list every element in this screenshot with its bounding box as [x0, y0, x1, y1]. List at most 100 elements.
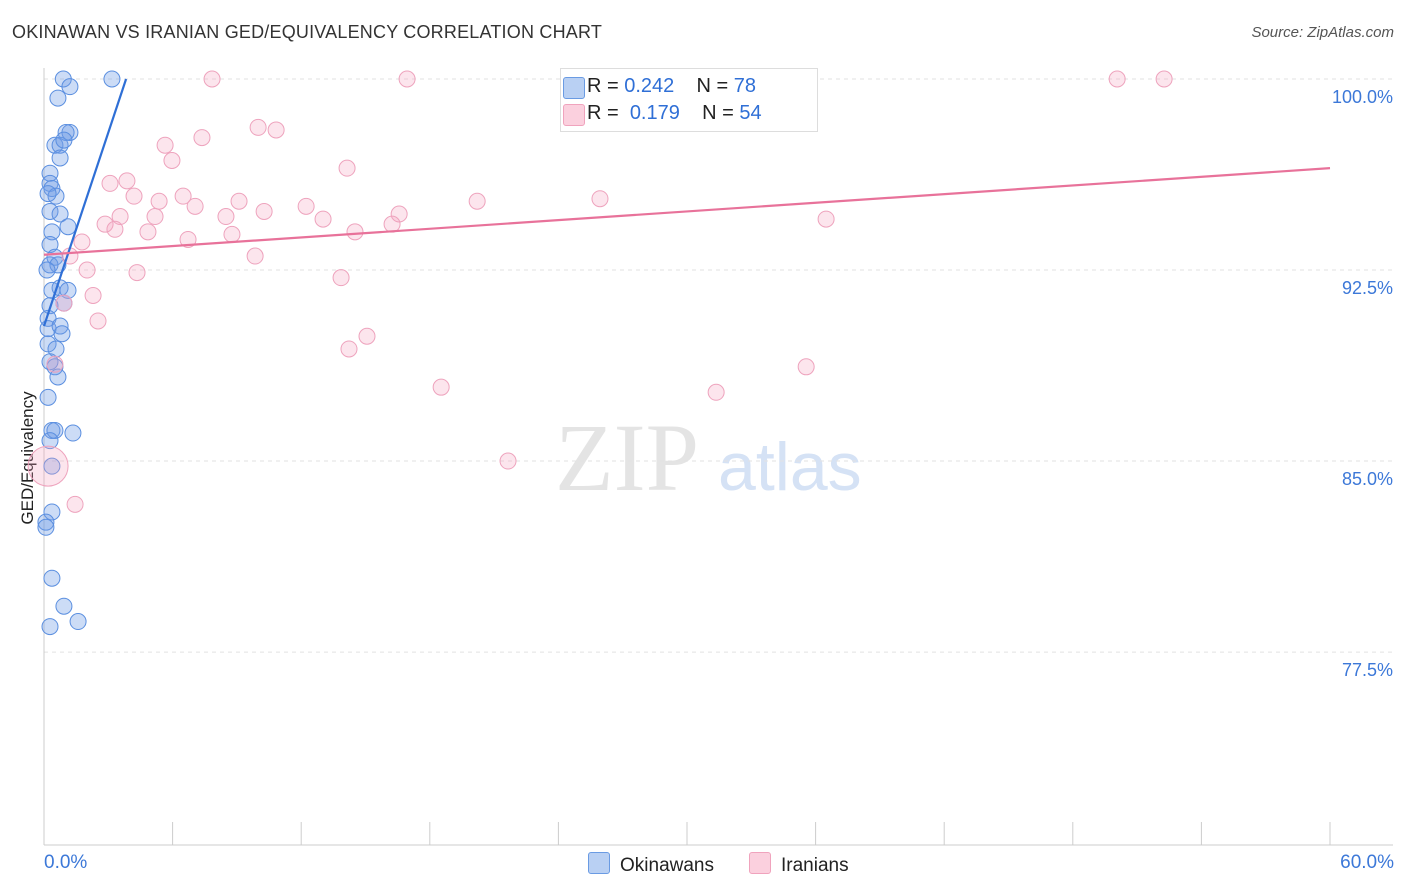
iranians-point [146, 208, 164, 226]
r-label: R = [587, 75, 619, 97]
okinawans-point [59, 218, 77, 236]
x-tick-label-min: 0.0% [44, 852, 88, 873]
iranians-point [432, 378, 450, 396]
iranians-point [186, 197, 204, 215]
iranians-point [246, 247, 264, 265]
iranians-point [203, 70, 221, 88]
iranians-point [101, 174, 119, 192]
okinawans-point [59, 281, 77, 299]
x-tick-label-max: 60.0% [1340, 852, 1394, 873]
okinawans-point [41, 432, 59, 450]
iranians-trend-line [43, 167, 1331, 256]
okinawans-point [41, 353, 59, 371]
iranians-point [27, 445, 69, 487]
legend-label: Okinawans [620, 855, 714, 876]
iranians-point [128, 264, 146, 282]
iranians-point [230, 192, 248, 210]
iranians-point [46, 355, 64, 373]
okinawans-point [55, 597, 73, 615]
iranians-point [139, 223, 157, 241]
n-value: 54 [739, 102, 762, 124]
iranians-point [66, 495, 84, 513]
iranians-point [89, 312, 107, 330]
iranians-point [84, 286, 102, 304]
y-tick-label: 77.5% [1342, 660, 1393, 680]
iranians-point [106, 220, 124, 238]
okinawans-swatch-icon [588, 852, 610, 874]
okinawans-point [46, 421, 64, 439]
iranians-point [358, 327, 376, 345]
iranians-point [179, 230, 197, 248]
n-value: 78 [733, 75, 757, 97]
okinawans-point [39, 185, 57, 203]
okinawans-point [41, 202, 59, 220]
iranians-point [383, 215, 401, 233]
iranians-point [817, 210, 835, 228]
okinawans-point [64, 424, 82, 442]
iranians-point [340, 340, 358, 358]
iranians-point [255, 202, 273, 220]
iranians-point [338, 159, 356, 177]
iranians-point [111, 208, 129, 226]
iranians-point [346, 223, 364, 241]
iranians-point [267, 121, 285, 139]
iranians-point [499, 452, 517, 470]
okinawans-point [43, 503, 61, 521]
iranians-point [297, 197, 315, 215]
iranians-point [78, 261, 96, 279]
watermark-zip: ZIP [555, 404, 699, 511]
legend: R = 0.242 N = 78 R = 0.179 N = 54 [560, 68, 818, 132]
iranians-point [332, 269, 350, 287]
bottom-legend-iranians: Iranians [749, 852, 849, 877]
iranians-point [390, 205, 408, 223]
y-tick-label: 85.0% [1342, 469, 1393, 489]
iranians-point [55, 294, 73, 312]
source-label: Source: ZipAtlas.com [1251, 24, 1394, 41]
okinawans-point [51, 149, 69, 167]
iranians-point [398, 70, 416, 88]
okinawans-point [49, 368, 67, 386]
okinawans-point [37, 518, 55, 536]
iranians-swatch-icon [563, 104, 585, 126]
iranians-point [468, 192, 486, 210]
iranians-point [1108, 70, 1126, 88]
okinawans-point [39, 388, 57, 406]
okinawans-point [46, 136, 64, 154]
okinawans-point [51, 205, 69, 223]
iranians-point [1155, 70, 1173, 88]
y-tick-label: 100.0% [1332, 87, 1393, 107]
okinawans-point [55, 131, 73, 149]
iranians-point [156, 136, 174, 154]
iranians-point [217, 208, 235, 226]
iranians-swatch-icon [749, 852, 771, 874]
iranians-point [591, 190, 609, 208]
n-label: N = [696, 75, 729, 97]
iranians-point [249, 118, 267, 136]
iranians-point [150, 192, 168, 210]
okinawans-point [41, 236, 59, 254]
okinawans-swatch-icon [563, 77, 585, 99]
y-tick-label: 92.5% [1342, 278, 1393, 298]
legend-row-okinawans: R = 0.242 N = 78 [563, 75, 757, 99]
legend-row-iranians: R = 0.179 N = 54 [563, 102, 762, 126]
iranians-point [797, 358, 815, 376]
okinawans-point [41, 618, 59, 636]
bottom-legend-okinawans: Okinawans [588, 852, 714, 877]
iranians-point [174, 187, 192, 205]
iranians-point [193, 129, 211, 147]
n-label: N = [702, 102, 734, 124]
okinawans-point [38, 261, 56, 279]
r-label: R = [587, 102, 619, 124]
okinawans-point [69, 613, 87, 631]
r-value: 0.179 [629, 102, 680, 124]
okinawans-point [43, 569, 61, 587]
legend-label: Iranians [781, 855, 849, 876]
watermark-atlas: atlas [718, 429, 862, 505]
okinawans-point [43, 223, 61, 241]
iranians-point [163, 152, 181, 170]
chart-title: OKINAWAN VS IRANIAN GED/EQUIVALENCY CORR… [12, 22, 603, 42]
okinawans-point [37, 513, 55, 531]
okinawans-point [103, 70, 121, 88]
iranians-point [125, 187, 143, 205]
okinawans-point [49, 89, 67, 107]
